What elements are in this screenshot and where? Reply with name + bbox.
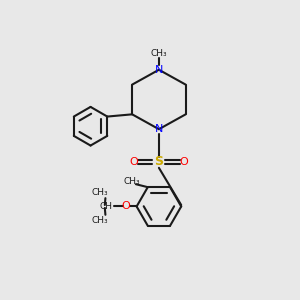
- Text: CH₃: CH₃: [91, 188, 108, 197]
- Text: N: N: [155, 124, 163, 134]
- Text: O: O: [129, 157, 138, 167]
- Text: O: O: [180, 157, 189, 167]
- Text: S: S: [154, 155, 164, 168]
- Text: N: N: [155, 65, 163, 75]
- Text: CH₃: CH₃: [123, 177, 140, 186]
- Text: CH₃: CH₃: [151, 49, 167, 58]
- Text: CH: CH: [100, 202, 113, 211]
- Text: CH₃: CH₃: [91, 216, 108, 225]
- Text: O: O: [122, 202, 130, 212]
